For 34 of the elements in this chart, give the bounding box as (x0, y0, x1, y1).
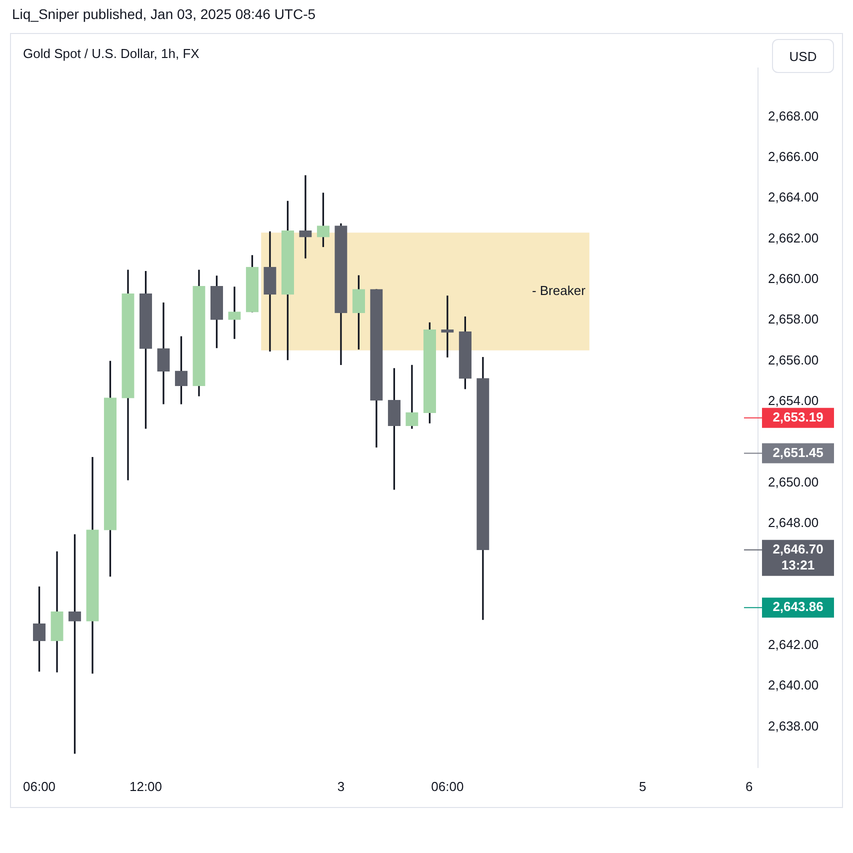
y-tick-label: 2,640.00 (768, 678, 819, 693)
y-tick-label: 2,666.00 (768, 149, 819, 164)
candlestick (441, 296, 454, 358)
y-tick-label: 2,668.00 (768, 108, 819, 124)
candlestick (406, 364, 418, 429)
chart-title: Gold Spot / U.S. Dollar, 1h, FX (23, 46, 200, 61)
ref-line-label: 2,653.19 (772, 409, 824, 424)
candlestick (228, 286, 241, 339)
x-tick-label: 5 (639, 778, 646, 794)
y-tick-label: 2,642.00 (768, 636, 819, 652)
candlestick (157, 302, 170, 404)
ref-line-label: 2,643.86 (772, 599, 824, 614)
ref-line-label: 2,646.70 13:21 (772, 541, 824, 572)
candlestick (264, 231, 276, 352)
ref-line-label: 2,651.45 (772, 444, 824, 460)
y-axis-title: USD (772, 39, 834, 73)
x-tick-label: 06:00 (431, 778, 464, 794)
x-tick-label: 12:00 (129, 778, 162, 794)
y-tick-label: 2,658.00 (768, 312, 819, 327)
candlestick (299, 175, 312, 258)
y-tick-label: 2,648.00 (768, 515, 819, 530)
y-tick-label: 2,662.00 (768, 230, 819, 246)
band-label: - Breaker (532, 283, 586, 298)
x-tick-label: 6 (746, 778, 753, 794)
y-tick-label: 2,654.00 (768, 393, 819, 408)
candlestick (50, 551, 64, 672)
y-tick-label: 2,656.00 (768, 352, 819, 368)
x-tick-label: 06:00 (22, 778, 56, 794)
y-tick-label: 2,638.00 (768, 718, 819, 734)
y-tick-label: 2,650.00 (768, 474, 819, 490)
y-tick-label: 2,660.00 (768, 271, 819, 286)
y-tick-label: 2,664.00 (768, 190, 819, 205)
text: Liq_Sniper published, Jan 03, 2025 08:46 UTC-5 (12, 6, 316, 22)
x-tick-label: 3 (337, 778, 345, 794)
